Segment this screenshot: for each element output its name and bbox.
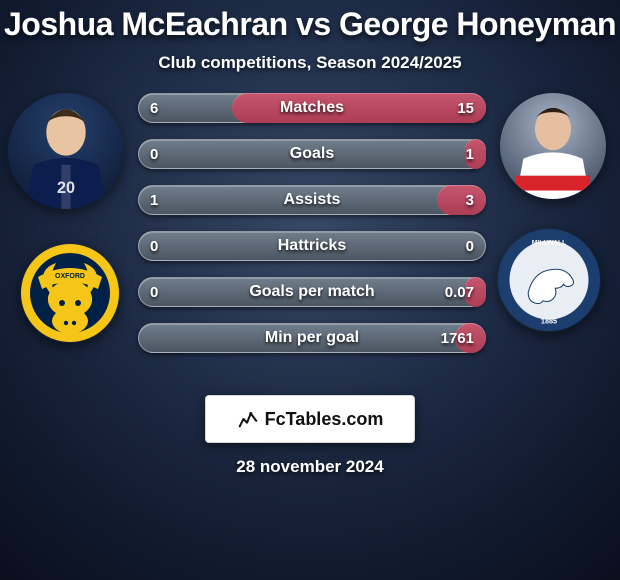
- stat-bar-track: [138, 277, 486, 307]
- brand-badge: FcTables.com: [205, 395, 415, 443]
- club1-badge: OXFORD: [20, 243, 120, 343]
- stat-bar-track: [138, 231, 486, 261]
- player2-name: George Honeyman: [339, 6, 616, 42]
- player1-avatar: 20: [8, 93, 124, 209]
- stat-bar-fill: [232, 93, 486, 123]
- svg-text:MILLWALL: MILLWALL: [532, 240, 567, 247]
- brand-text: FcTables.com: [265, 409, 384, 430]
- player1-name: Joshua McEachran: [4, 6, 288, 42]
- comparison-card: Joshua McEachran vs George Honeyman Club…: [0, 0, 620, 580]
- stat-row: 00.07Goals per match: [138, 277, 486, 307]
- club1-name: OXFORD: [55, 273, 85, 280]
- stat-row: 1761Min per goal: [138, 323, 486, 353]
- player2-avatar: [500, 93, 606, 199]
- club2-badge: MILLWALL 1885: [497, 228, 601, 332]
- stat-row: 615Matches: [138, 93, 486, 123]
- stat-bar-fill: [465, 277, 486, 307]
- fctables-logo-icon: [237, 408, 259, 430]
- page-title: Joshua McEachran vs George Honeyman: [4, 6, 616, 43]
- compare-area: 20: [0, 93, 620, 383]
- stat-bars: 615Matches 01Goals 13Assists 00Hattricks 00.…: [138, 93, 486, 353]
- subtitle: Club competitions, Season 2024/2025: [158, 53, 461, 73]
- svg-text:20: 20: [57, 179, 75, 197]
- date-label: 28 november 2024: [236, 457, 383, 477]
- stat-bar-track: [138, 139, 486, 169]
- svg-text:1885: 1885: [541, 317, 557, 326]
- stat-row: 13Assists: [138, 185, 486, 215]
- stat-bar-fill: [465, 139, 486, 169]
- stat-bar-track: [138, 323, 486, 353]
- stat-row: 01Goals: [138, 139, 486, 169]
- stat-row: 00Hattricks: [138, 231, 486, 261]
- stat-bar-fill: [437, 185, 486, 215]
- stat-bar-track: [138, 185, 486, 215]
- vs-separator: vs: [296, 6, 339, 42]
- stat-bar-fill: [455, 323, 486, 353]
